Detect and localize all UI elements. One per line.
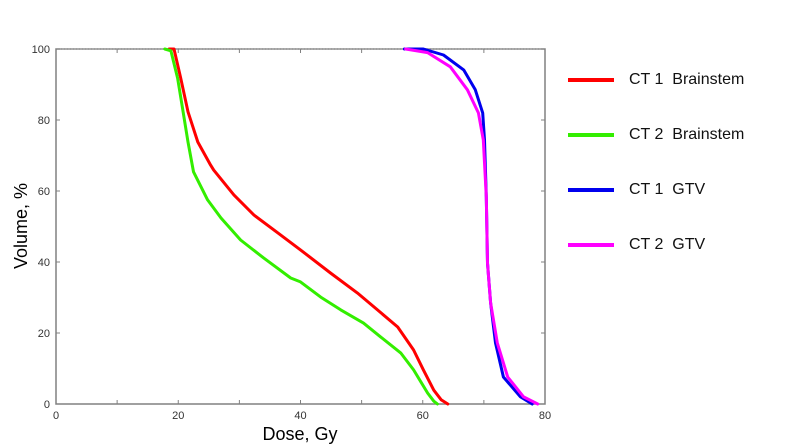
- y-tick-label: 40: [38, 257, 50, 269]
- x-tick-label: 0: [53, 410, 59, 422]
- legend-item-ct1-brainstem: CT 1 Brainstem: [568, 65, 744, 95]
- y-tick-label: 80: [38, 115, 50, 127]
- y-tick-label: 20: [38, 328, 50, 340]
- y-tick-label: 0: [44, 399, 50, 411]
- x-axis: 0 20 40 60 80: [53, 49, 551, 422]
- legend-item-ct2-brainstem: CT 2 Brainstem: [568, 120, 744, 150]
- legend-item-ct1-gtv: CT 1 GTV: [568, 175, 705, 205]
- y-axis-title: Volume, %: [11, 183, 31, 269]
- legend-swatch: [568, 243, 614, 247]
- series-line-1: [163, 47, 439, 406]
- series-lines: [163, 47, 540, 406]
- legend-swatch: [568, 133, 614, 137]
- series-line-2: [402, 47, 534, 406]
- plot-frame: [55, 48, 546, 405]
- x-tick-label: 20: [172, 410, 184, 422]
- x-tick-label: 80: [539, 410, 551, 422]
- legend-swatch: [568, 78, 614, 82]
- y-tick-label: 100: [32, 44, 50, 56]
- x-tick-label: 40: [294, 410, 306, 422]
- series-line-3: [404, 47, 540, 406]
- x-tick-label: 60: [417, 410, 429, 422]
- legend-label: CT 2 Brainstem: [629, 126, 745, 143]
- legend-label: CT 2 GTV: [629, 236, 706, 253]
- legend-swatch: [568, 188, 614, 192]
- y-tick-label: 60: [38, 186, 50, 198]
- y-axis: 0 20 40 60 80 100: [32, 44, 545, 411]
- legend-label: CT 1 Brainstem: [629, 71, 745, 88]
- x-axis-title: Dose, Gy: [262, 424, 337, 444]
- legend-label: CT 1 GTV: [629, 181, 706, 198]
- series-line-0: [167, 47, 450, 406]
- legend-item-ct2-gtv: CT 2 GTV: [568, 230, 705, 260]
